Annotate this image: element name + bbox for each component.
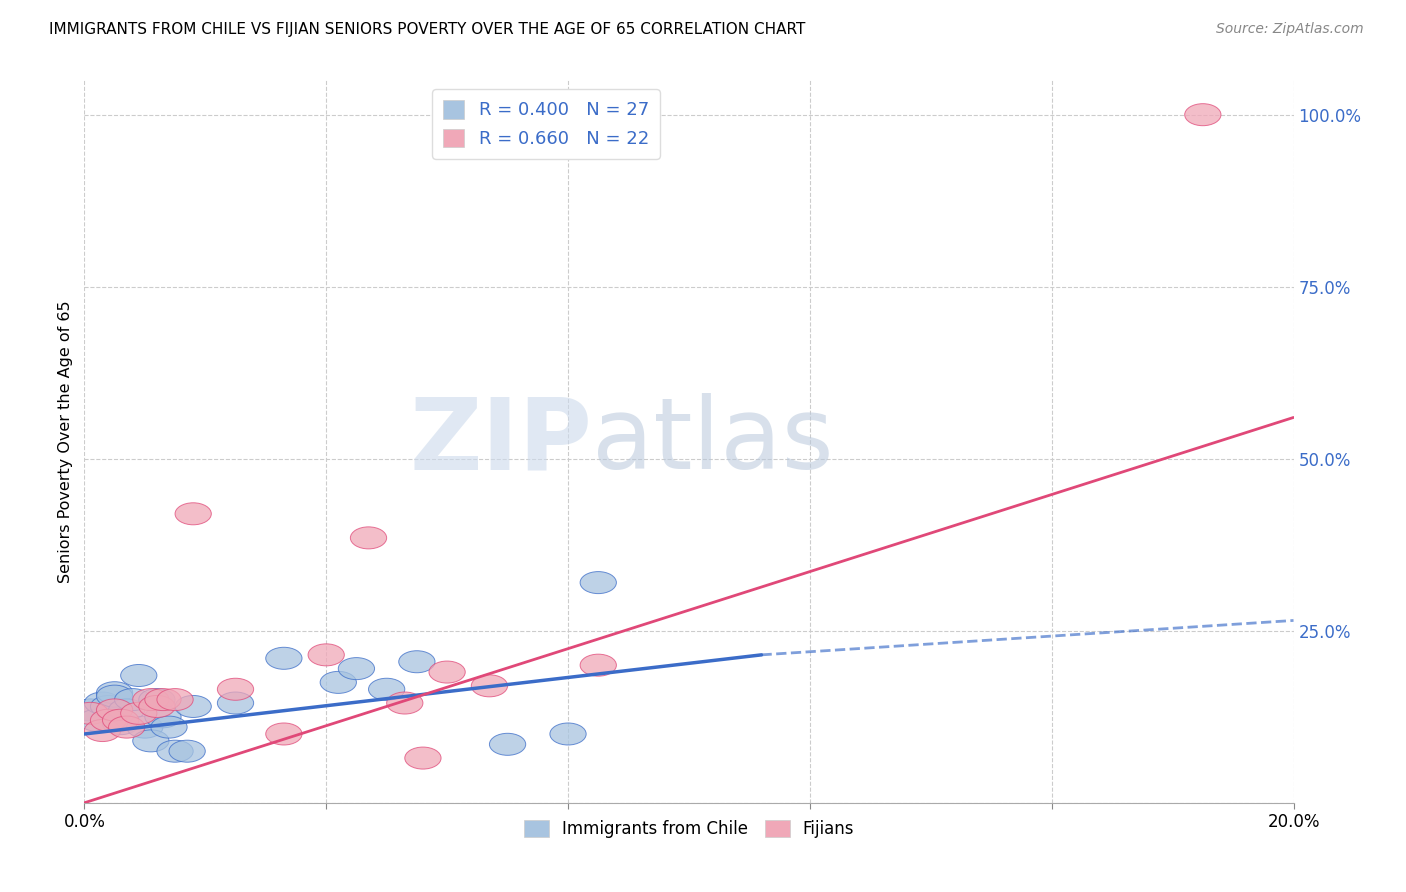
Ellipse shape: [97, 685, 132, 707]
Ellipse shape: [550, 723, 586, 745]
Ellipse shape: [218, 678, 253, 700]
Ellipse shape: [127, 716, 163, 738]
Ellipse shape: [308, 644, 344, 665]
Ellipse shape: [97, 681, 132, 704]
Ellipse shape: [157, 689, 193, 711]
Ellipse shape: [84, 720, 121, 741]
Ellipse shape: [1185, 103, 1220, 126]
Ellipse shape: [429, 661, 465, 683]
Ellipse shape: [387, 692, 423, 714]
Ellipse shape: [266, 648, 302, 669]
Ellipse shape: [139, 696, 176, 717]
Ellipse shape: [84, 692, 121, 714]
Ellipse shape: [405, 747, 441, 769]
Legend: Immigrants from Chile, Fijians: Immigrants from Chile, Fijians: [517, 814, 860, 845]
Ellipse shape: [97, 699, 132, 721]
Y-axis label: Seniors Poverty Over the Age of 65: Seniors Poverty Over the Age of 65: [58, 301, 73, 582]
Ellipse shape: [157, 740, 193, 762]
Ellipse shape: [321, 672, 357, 693]
Ellipse shape: [108, 716, 145, 738]
Ellipse shape: [471, 675, 508, 697]
Ellipse shape: [350, 527, 387, 549]
Ellipse shape: [218, 692, 253, 714]
Ellipse shape: [399, 651, 434, 673]
Ellipse shape: [174, 503, 211, 524]
Ellipse shape: [145, 706, 181, 728]
Ellipse shape: [72, 702, 108, 724]
Ellipse shape: [79, 709, 115, 731]
Ellipse shape: [115, 689, 150, 711]
Ellipse shape: [581, 654, 616, 676]
Ellipse shape: [108, 699, 145, 721]
Ellipse shape: [90, 709, 127, 731]
Ellipse shape: [581, 572, 616, 593]
Text: IMMIGRANTS FROM CHILE VS FIJIAN SENIORS POVERTY OVER THE AGE OF 65 CORRELATION C: IMMIGRANTS FROM CHILE VS FIJIAN SENIORS …: [49, 22, 806, 37]
Ellipse shape: [266, 723, 302, 745]
Ellipse shape: [121, 665, 157, 687]
Text: ZIP: ZIP: [409, 393, 592, 490]
Ellipse shape: [174, 696, 211, 717]
Ellipse shape: [72, 699, 108, 721]
Ellipse shape: [132, 730, 169, 752]
Ellipse shape: [150, 716, 187, 738]
Ellipse shape: [339, 657, 374, 680]
Ellipse shape: [103, 713, 139, 735]
Text: atlas: atlas: [592, 393, 834, 490]
Ellipse shape: [121, 702, 157, 724]
Ellipse shape: [132, 689, 169, 711]
Ellipse shape: [103, 709, 139, 731]
Text: Source: ZipAtlas.com: Source: ZipAtlas.com: [1216, 22, 1364, 37]
Ellipse shape: [145, 689, 181, 711]
Ellipse shape: [368, 678, 405, 700]
Ellipse shape: [90, 696, 127, 717]
Ellipse shape: [489, 733, 526, 756]
Ellipse shape: [139, 689, 176, 711]
Ellipse shape: [169, 740, 205, 762]
